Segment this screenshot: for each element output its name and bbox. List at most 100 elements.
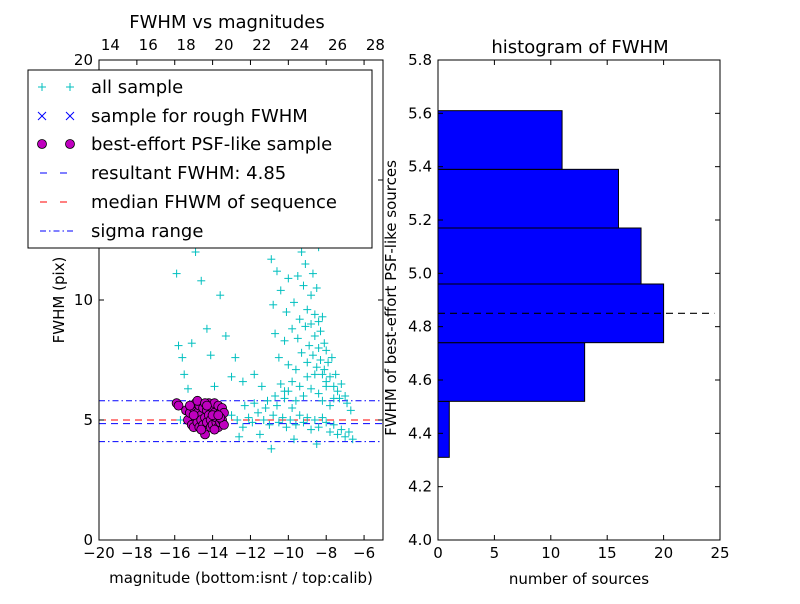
scatter-point-all-sample [301, 260, 310, 268]
y-tick-label: 5.6 [408, 104, 432, 122]
scatter-legend: all sample sample for rough FWHM best-effo… [27, 69, 373, 249]
scatter-point-all-sample [259, 416, 268, 424]
y-tick-label: 4.0 [408, 531, 432, 549]
scatter-point-all-sample [191, 248, 200, 256]
scatter-point-all-sample [318, 370, 327, 379]
y-tick-label: 4.8 [408, 318, 432, 336]
scatter-point-all-sample [288, 404, 297, 412]
scatter-point-all-sample [318, 396, 327, 405]
scatter-point-all-sample [337, 425, 346, 434]
scatter-point-all-sample [325, 428, 334, 436]
scatter-point-all-sample [271, 392, 280, 400]
y-tick-label: 5.2 [408, 211, 432, 229]
scatter-point-all-sample [299, 392, 308, 400]
scatter-point-all-sample [250, 399, 259, 408]
legend-label: resultant FWHM: 4.85 [91, 163, 286, 184]
scatter-point-all-sample [307, 384, 316, 393]
scatter-point-all-sample [231, 353, 240, 362]
histogram-axes-frame [437, 59, 721, 541]
scatter-point-all-sample [325, 401, 334, 410]
y-tick-label: 10 [74, 291, 93, 309]
histogram-bar [437, 400, 450, 458]
scatter-point-all-sample [174, 341, 183, 350]
scatter-point-all-sample [337, 380, 346, 388]
y-tick-label: 5 [83, 411, 93, 429]
histogram-bar [437, 342, 586, 402]
legend-circle [65, 139, 75, 149]
scatter-point-all-sample [314, 389, 323, 398]
scatter-point-all-sample [235, 432, 244, 441]
scatter-point-all-sample [310, 310, 319, 319]
scatter-point-all-sample [221, 332, 230, 340]
scatter-point-all-sample [314, 344, 323, 352]
y-tick-label: 4.2 [408, 478, 432, 496]
y-tick-label: 4.4 [408, 424, 432, 442]
legend-label: median FHWM of sequence [91, 192, 337, 213]
scatter-point-all-sample [341, 432, 350, 441]
scatter-point-all-sample [310, 416, 319, 424]
x-tick-label: 15 [598, 544, 617, 562]
scatter-point-all-sample [329, 382, 338, 391]
histogram-ticks: 0 5 10 15 20 25 4.0 4.2 4.4 4.6 4.8 5.0 5.2 5.4 5.6 5.8 [408, 51, 729, 562]
scatter-point-all-sample [333, 430, 342, 439]
x-tick-label: −14 [197, 544, 229, 562]
scatter-point-all-sample [288, 324, 297, 333]
top-x-tick-label: 16 [139, 36, 158, 54]
scatter-point-all-sample [295, 315, 304, 324]
scatter-point-all-sample [233, 416, 242, 424]
scatter-plot-area [99, 70, 383, 453]
scatter-point-all-sample [271, 329, 280, 338]
histogram-panel: histogram of FWHM 0 5 10 15 20 25 4.0 4.2 4.4 4.6… [382, 37, 730, 588]
y-tick-label: 5.0 [408, 264, 432, 282]
scatter-point-all-sample [227, 372, 236, 381]
scatter-point-all-sample [282, 423, 291, 432]
scatter-title: FWHM vs magnitudes [129, 12, 324, 33]
x-tick-label: 0 [433, 544, 443, 562]
scatter-point-all-sample [299, 418, 308, 427]
scatter-point-all-sample [288, 377, 297, 386]
scatter-point-all-sample [312, 440, 321, 448]
scatter-point-all-sample [322, 346, 331, 355]
x-tick-label: −8 [315, 544, 337, 562]
x-tick-label: −20 [83, 544, 115, 562]
scatter-point-all-sample [316, 356, 325, 364]
scatter-point-all-sample [280, 394, 289, 403]
scatter-point-all-sample [293, 334, 302, 343]
scatter-point-all-sample [318, 312, 327, 321]
scatter-point-all-sample [312, 284, 321, 292]
scatter-point-all-sample [295, 411, 304, 420]
legend-box [27, 69, 373, 249]
scatter-point-all-sample [307, 320, 316, 328]
scatter-point-all-sample [318, 413, 327, 422]
y-tick-label: 20 [74, 51, 93, 69]
scatter-point-all-sample [344, 428, 353, 436]
scatter-point-all-sample [295, 382, 304, 391]
legend-label: all sample [91, 77, 183, 98]
scatter-point-all-sample [280, 336, 289, 345]
x-tick-label: −16 [159, 544, 191, 562]
scatter-point-all-sample [274, 353, 283, 362]
scatter-point-all-sample [314, 317, 323, 326]
scatter-point-all-sample [276, 380, 285, 388]
y-tick-label: 5.4 [408, 158, 432, 176]
scatter-point-all-sample [269, 300, 278, 309]
scatter-point-all-sample [297, 248, 306, 256]
scatter-point-all-sample [293, 272, 302, 280]
scatter-point-all-sample [197, 276, 206, 285]
scatter-xlabel: magnitude (bottom:isnt / top:calib) [109, 569, 373, 587]
scatter-point-all-sample [322, 382, 331, 391]
scatter-point-all-sample [303, 413, 312, 422]
scatter-point-best-effort [196, 424, 207, 435]
scatter-point-all-sample [348, 435, 357, 444]
scatter-point-all-sample [310, 332, 319, 340]
scatter-point-all-sample [291, 420, 300, 429]
scatter-point-all-sample [261, 404, 270, 412]
legend-label: sigma range [91, 221, 203, 242]
scatter-point-all-sample [210, 382, 219, 391]
scatter-point-best-effort [184, 400, 195, 411]
legend-entry: resultant FWHM: 4.85 [40, 163, 286, 184]
scatter-point-all-sample [272, 401, 281, 410]
scatter-point-all-sample [290, 298, 299, 307]
